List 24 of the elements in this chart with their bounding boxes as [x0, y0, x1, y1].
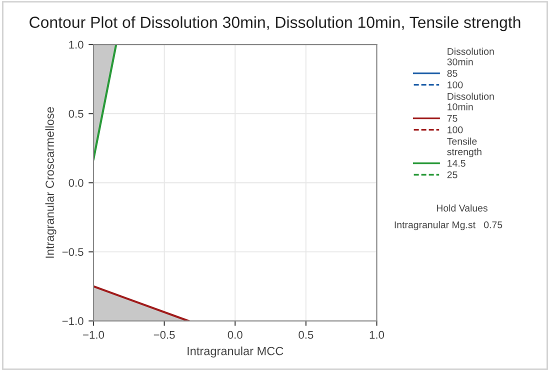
- text: Dissolution 30min: [447, 48, 494, 66]
- text: Hold Values: [436, 204, 488, 212]
- x-tick-label: 0.0: [228, 330, 242, 339]
- chart-title: Contour Plot of Dissolution 30min, Dissolution 10min, Tensile strength: [30, 16, 520, 32]
- legend-label: 25: [447, 171, 458, 178]
- y-tick-label: −1.0: [62, 317, 84, 326]
- y-tick-label: −0.5: [62, 248, 84, 256]
- y-tick-label: 1.0: [69, 40, 84, 49]
- legend-label: 100: [448, 126, 463, 134]
- legend-label: 75: [447, 115, 458, 122]
- x-tick-label: −0.5: [154, 330, 175, 339]
- x-tick-label: 0.5: [298, 330, 314, 339]
- y-tick-label: 0.0: [68, 178, 84, 187]
- legend-label: 100: [448, 81, 463, 88]
- y-axis-title: Intragranular Croscarmellose: [45, 107, 56, 258]
- legend-label: 14.5: [448, 160, 466, 167]
- y-tick-label: 0.5: [68, 110, 84, 118]
- x-tick-label: −1.0: [83, 330, 104, 339]
- x-tick-label: 1.0: [370, 330, 384, 339]
- x-axis-title: Intragranular MCC: [188, 346, 284, 358]
- legend-label: 85: [447, 70, 458, 77]
- text: Tensile strength: [447, 138, 482, 158]
- text: Dissolution 10min: [448, 92, 494, 110]
- text: Intragranular Mg.st 0.75: [394, 221, 502, 230]
